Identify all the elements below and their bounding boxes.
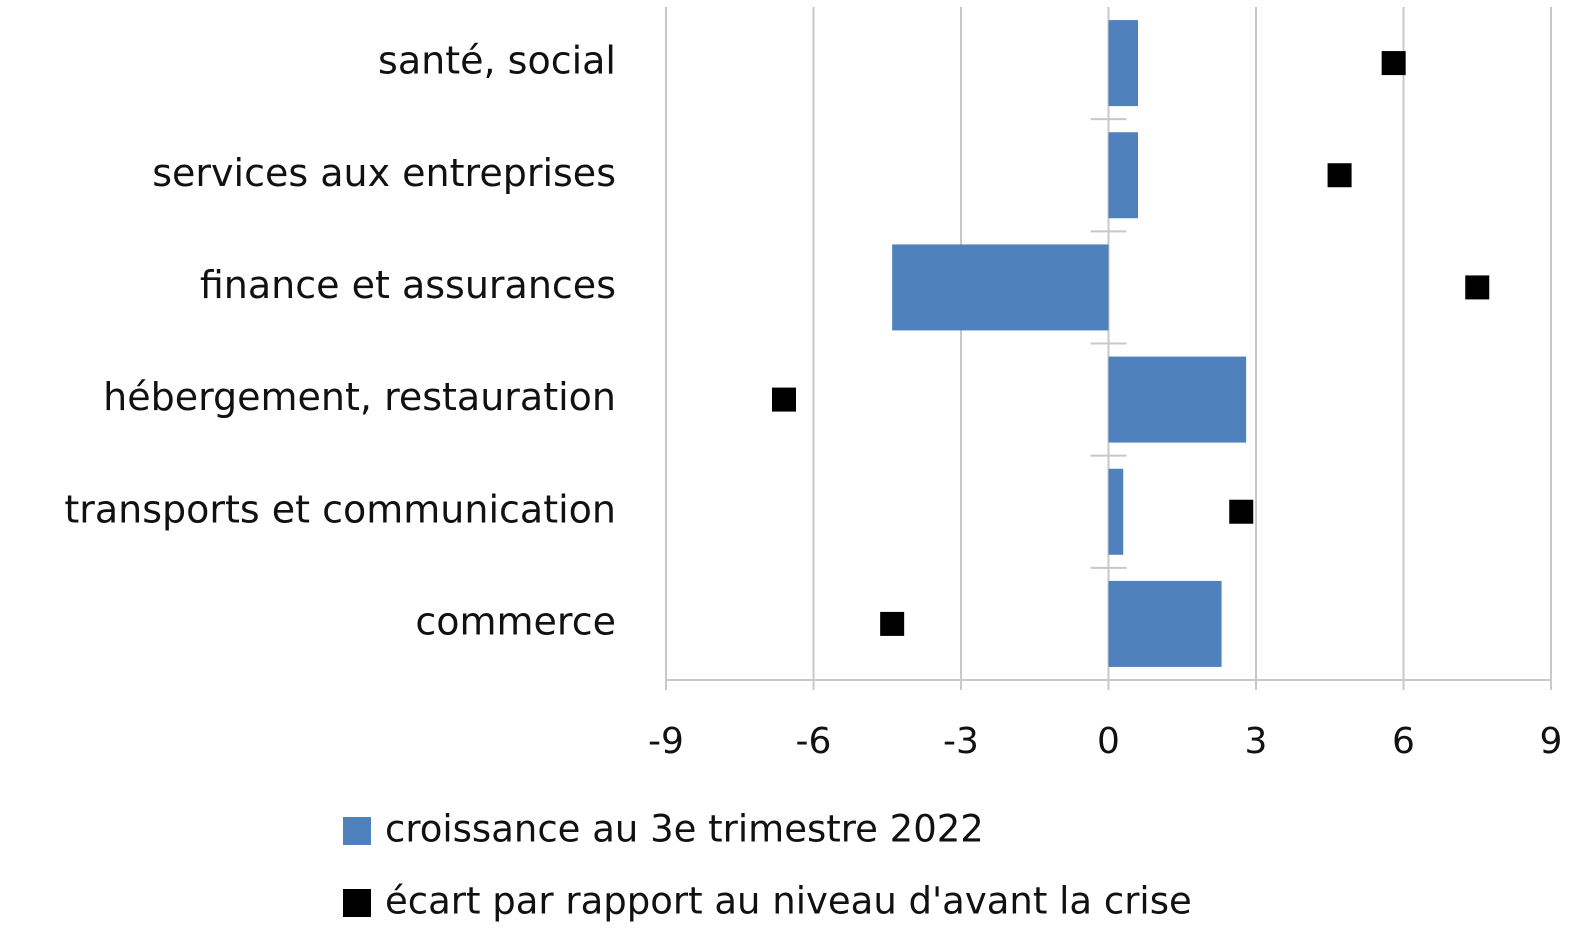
bar (1108, 356, 1247, 443)
bar (892, 244, 1109, 331)
x-tick-label: -3 (943, 721, 979, 762)
x-tick-label: -9 (648, 721, 684, 762)
legend-swatch (343, 817, 371, 845)
legend-swatch (343, 889, 371, 917)
marker (1465, 275, 1490, 300)
marker (1381, 51, 1406, 76)
y-tick-label: commerce (415, 599, 616, 643)
x-tick-label: 9 (1540, 721, 1563, 762)
marker (1229, 499, 1254, 524)
x-tick-label: 3 (1245, 721, 1268, 762)
y-tick-label: transports et communication (64, 487, 616, 531)
bar (1108, 580, 1222, 667)
marker (772, 387, 796, 412)
marker (880, 611, 905, 636)
legend-label: croissance au 3e trimestre 2022 (385, 808, 984, 851)
bar (1108, 132, 1138, 219)
x-tick-label: -6 (796, 721, 832, 762)
bar (1108, 20, 1138, 107)
marker (1327, 163, 1352, 188)
y-tick-label: santé, social (378, 39, 616, 83)
y-tick-label: hébergement, restauration (103, 375, 616, 419)
y-tick-label: services aux entreprises (152, 151, 616, 195)
x-tick-label: 0 (1097, 721, 1120, 762)
legend-label: écart par rapport au niveau d'avant la c… (385, 880, 1192, 923)
x-tick-label: 6 (1392, 721, 1415, 762)
y-tick-label: finance et assurances (200, 263, 616, 307)
bar (1108, 468, 1124, 555)
